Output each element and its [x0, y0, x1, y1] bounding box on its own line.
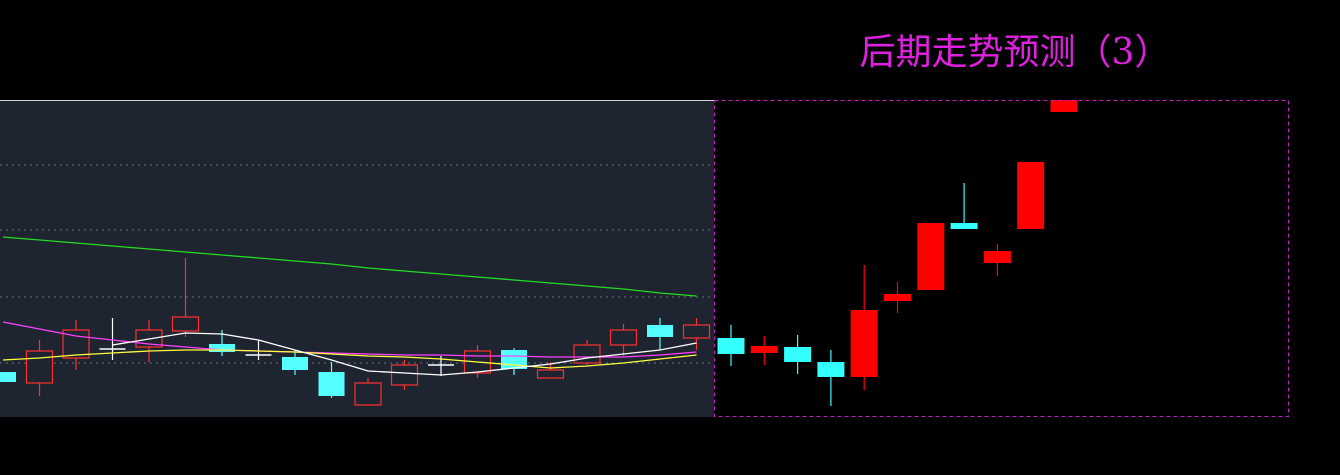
candle-body	[390, 364, 419, 386]
candle-body	[1017, 162, 1045, 229]
chart-title: 后期走势预测（3）	[860, 32, 1171, 73]
plot	[717, 100, 1078, 406]
candle-body	[817, 362, 845, 377]
ma-line	[2, 321, 697, 358]
ma-line	[2, 349, 697, 369]
candle-body	[209, 344, 235, 352]
candle-body	[850, 310, 878, 377]
candle-body	[573, 344, 601, 364]
candle-body	[983, 251, 1011, 263]
candle-body	[354, 382, 382, 406]
candle-body	[0, 372, 16, 382]
ma-line	[2, 236, 697, 297]
candle-body	[1050, 100, 1078, 112]
candle-body	[536, 369, 565, 379]
candle-body	[717, 338, 745, 354]
candle-body	[784, 347, 812, 362]
candle-body	[318, 372, 345, 396]
candle-body	[950, 223, 978, 229]
candle-body	[609, 329, 638, 346]
plot-border	[714, 100, 1289, 417]
candle-body	[750, 346, 778, 353]
candle-body	[884, 294, 911, 301]
candle-body	[282, 357, 308, 370]
plot-background	[0, 100, 714, 417]
plot	[0, 164, 714, 406]
candle-body	[917, 223, 945, 290]
candle-body	[171, 316, 200, 332]
ma-line	[112, 332, 697, 376]
candle-body	[647, 325, 673, 337]
candle-body	[682, 324, 711, 339]
candle-body	[25, 350, 54, 384]
